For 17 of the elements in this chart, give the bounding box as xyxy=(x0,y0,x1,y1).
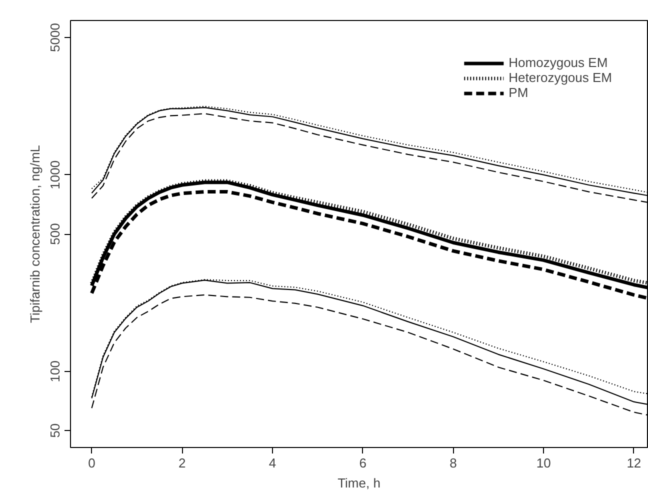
legend-label: Heterozygous EM xyxy=(508,70,612,85)
y-tick-label: 50 xyxy=(48,423,62,438)
x-tick-label: 0 xyxy=(88,456,96,470)
y-axis-title: Tipifarnib concentration, ng/mL xyxy=(28,144,42,323)
x-axis-title: Time, h xyxy=(338,476,380,490)
x-tick-label: 6 xyxy=(359,456,366,470)
x-tick-label: 2 xyxy=(178,456,186,470)
legend-label: PM xyxy=(508,85,529,100)
x-tick-label: 12 xyxy=(626,456,642,470)
x-tick-label: 10 xyxy=(536,456,551,470)
y-tick-label: 500 xyxy=(48,223,62,245)
legend-label: Homozygous EM xyxy=(508,55,608,70)
x-tick-label: 4 xyxy=(268,456,276,470)
x-tick-label: 8 xyxy=(450,456,457,470)
y-tick-label: 5000 xyxy=(48,23,62,52)
y-tick-label: 1000 xyxy=(48,160,62,190)
y-tick-label: 100 xyxy=(48,360,62,382)
